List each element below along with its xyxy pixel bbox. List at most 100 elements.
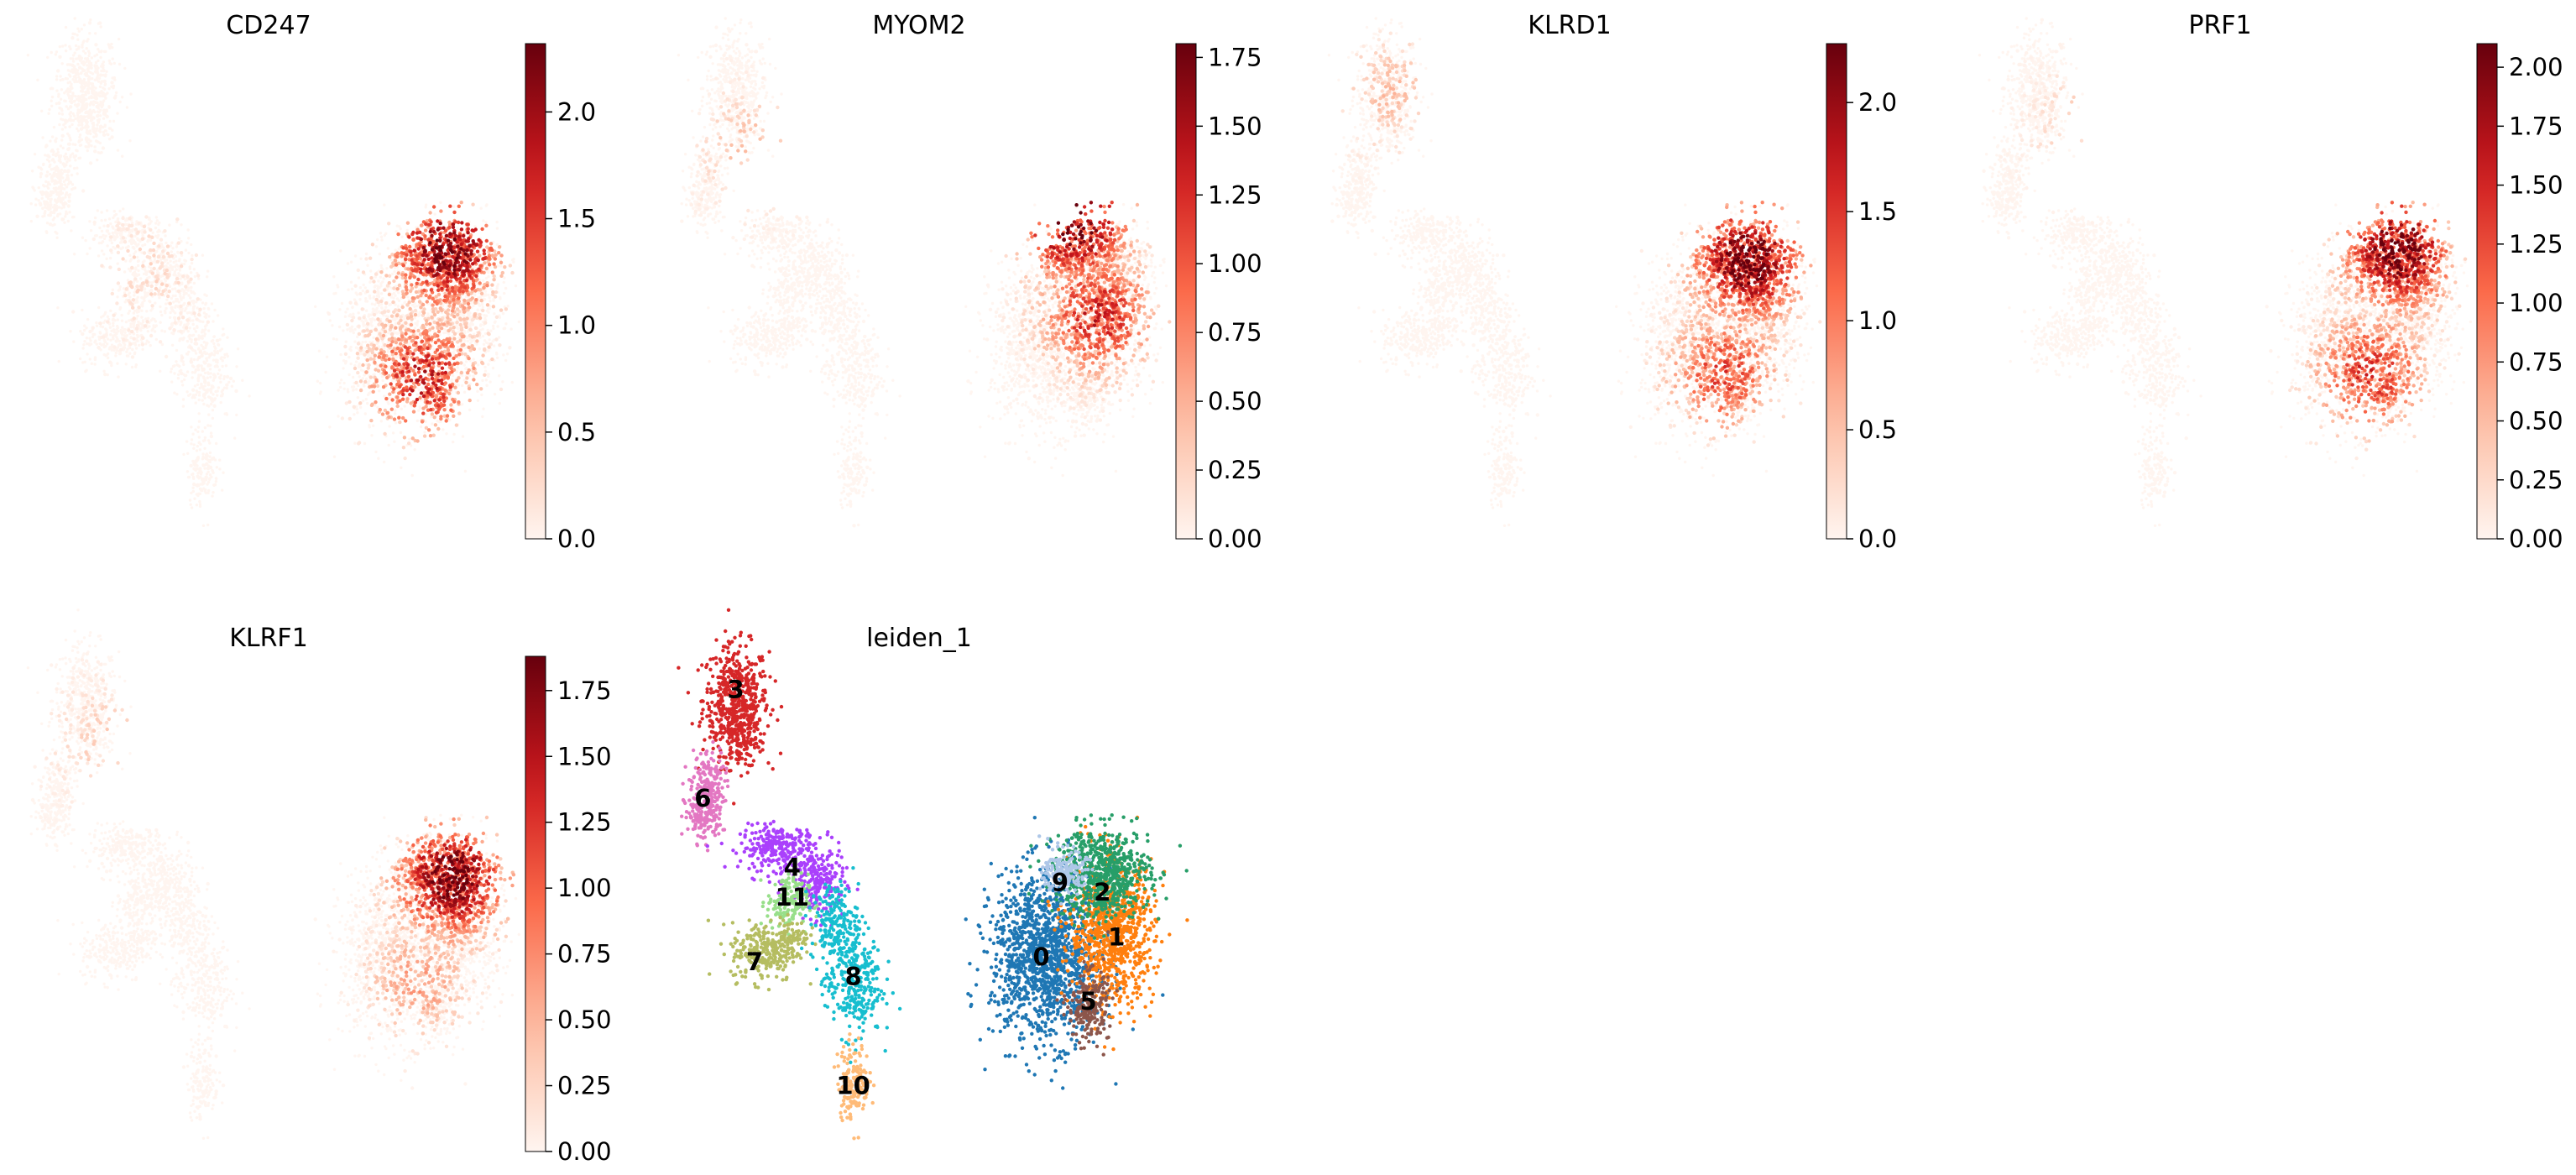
cell-point — [102, 345, 106, 349]
cell-point — [197, 492, 201, 495]
cell-point — [54, 172, 58, 176]
cell-point — [206, 376, 209, 379]
cell-point — [102, 108, 107, 112]
cell-point — [68, 180, 73, 185]
cell-point — [91, 91, 94, 95]
cell-point — [88, 329, 92, 334]
cell-point — [94, 43, 98, 47]
cell-point — [147, 234, 151, 238]
cell-point — [368, 357, 373, 361]
cell-point — [465, 376, 469, 380]
cell-point — [55, 166, 60, 170]
cell-point — [100, 211, 103, 214]
cell-point — [338, 381, 342, 384]
cell-point — [44, 230, 48, 233]
cell-point — [378, 252, 382, 256]
cell-point — [190, 491, 193, 495]
cell-point — [468, 408, 472, 412]
cell-point — [102, 314, 105, 318]
cell-point — [196, 472, 200, 475]
cell-point — [98, 21, 102, 25]
cell-point — [197, 412, 201, 415]
cell-point — [97, 140, 100, 144]
cell-point — [342, 381, 346, 385]
cell-point — [353, 366, 358, 371]
cell-point — [369, 418, 374, 423]
cell-point — [235, 413, 238, 417]
cell-point — [212, 335, 216, 338]
cell-point — [193, 274, 197, 279]
cell-point — [207, 478, 212, 481]
cell-point — [85, 326, 88, 330]
cell-point — [60, 107, 64, 111]
cell-point — [77, 78, 82, 83]
cell-point — [116, 281, 121, 285]
cell-point — [462, 363, 466, 367]
cell-point — [511, 258, 515, 262]
cell-point — [132, 321, 135, 326]
cell-point — [141, 264, 145, 269]
cell-point — [154, 279, 159, 284]
cell-point — [98, 73, 103, 77]
cell-point — [40, 196, 44, 201]
cell-point — [222, 356, 227, 359]
cell-point — [192, 268, 196, 271]
cell-point — [478, 312, 482, 317]
cell-point — [466, 339, 469, 343]
cell-point — [383, 343, 387, 347]
cell-point — [103, 82, 107, 86]
cell-point — [425, 300, 429, 304]
cell-point — [195, 317, 199, 321]
cell-point — [457, 345, 460, 349]
cell-point — [456, 312, 460, 317]
cell-point — [95, 324, 99, 327]
cell-point — [112, 324, 115, 327]
cell-point — [414, 290, 419, 295]
cell-point — [128, 310, 132, 313]
cell-point — [94, 32, 97, 35]
cell-scatter — [26, 17, 539, 527]
cell-point — [111, 128, 114, 132]
cell-point — [364, 370, 368, 374]
cell-point — [446, 316, 450, 320]
cell-point — [128, 280, 133, 285]
cell-point — [81, 68, 86, 73]
cell-point — [387, 222, 391, 226]
cell-point — [50, 210, 53, 214]
cell-point — [96, 127, 99, 130]
cell-point — [202, 377, 206, 380]
cell-point — [365, 321, 370, 326]
cell-point — [193, 396, 196, 400]
cell-point — [206, 342, 209, 345]
cell-point — [170, 241, 174, 244]
cell-point — [358, 379, 363, 384]
cell-point — [209, 372, 212, 375]
cell-point — [452, 315, 457, 319]
cell-point — [93, 363, 97, 366]
cell-point — [48, 183, 51, 186]
cell-point — [143, 259, 146, 263]
cell-point — [160, 244, 164, 248]
cell-point — [192, 281, 196, 285]
cell-point — [492, 274, 496, 279]
cell-point — [197, 336, 201, 339]
cell-point — [228, 376, 233, 381]
cell-point — [66, 219, 70, 223]
cell-point — [80, 106, 84, 111]
cell-point — [149, 309, 153, 312]
cell-point — [155, 249, 159, 253]
cell-point — [99, 25, 102, 29]
cell-point — [57, 359, 60, 363]
cell-point — [108, 360, 112, 364]
cell-point — [149, 288, 153, 292]
cell-point — [491, 366, 495, 370]
cell-point — [154, 320, 157, 323]
cell-point — [47, 112, 50, 115]
cell-point — [105, 209, 109, 212]
cell-point — [414, 321, 417, 325]
cell-point — [447, 328, 451, 333]
cell-point — [374, 308, 377, 311]
cell-point — [97, 254, 101, 258]
cell-point — [377, 293, 380, 296]
cell-point — [76, 129, 81, 133]
